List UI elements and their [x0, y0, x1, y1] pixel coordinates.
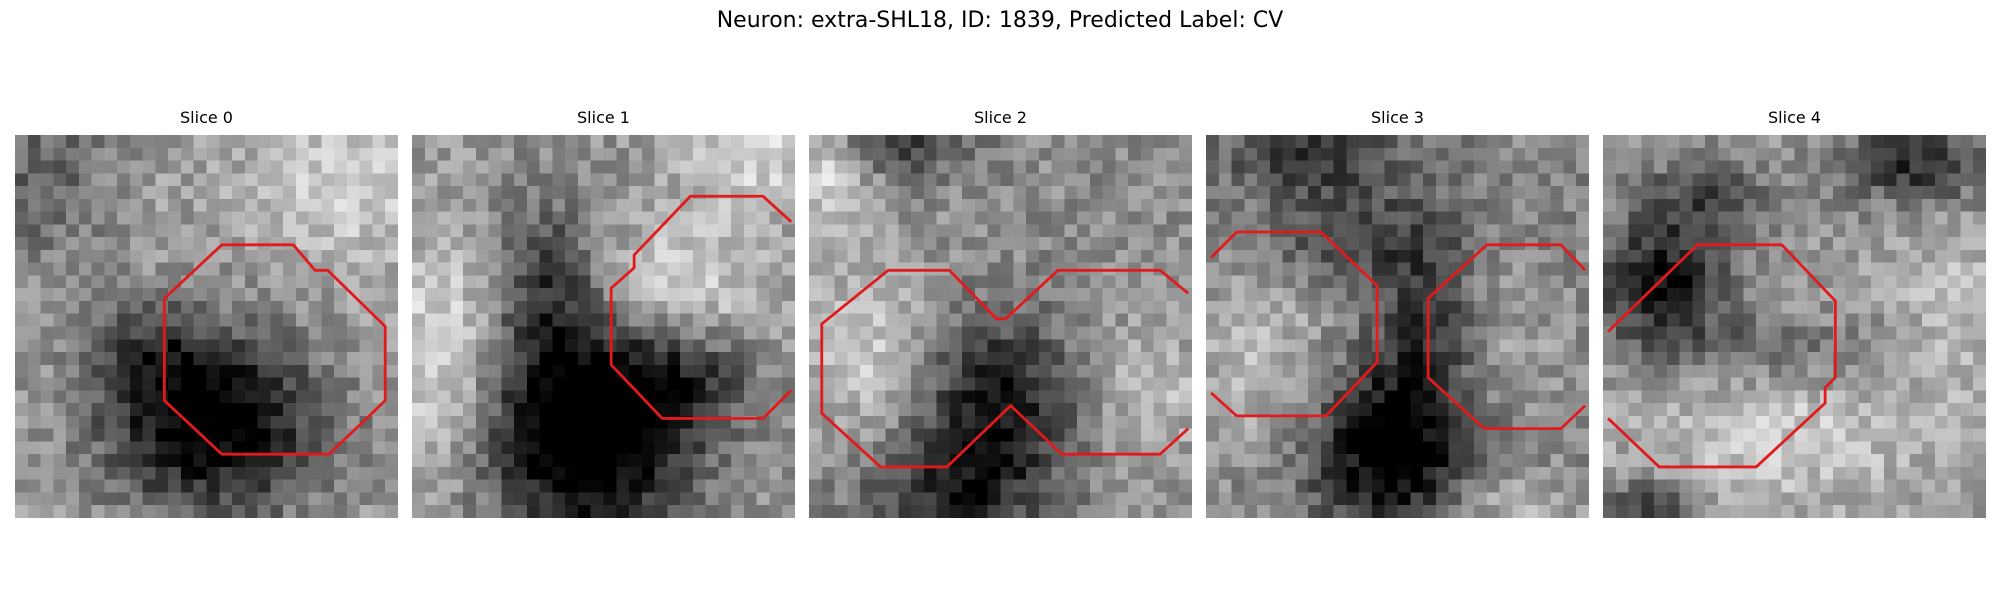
slice-image-3	[1206, 135, 1589, 518]
slice-title-4: Slice 4	[1768, 108, 1821, 127]
slice-title-1: Slice 1	[577, 108, 630, 127]
pixel-grid	[1206, 135, 1589, 518]
slice-panel-3: Slice 3	[1206, 108, 1589, 528]
slice-image-1	[412, 135, 795, 518]
segmentation-outline-0	[609, 194, 793, 420]
pixel-grid	[412, 135, 795, 518]
slice-title-3: Slice 3	[1371, 108, 1424, 127]
segmentation-outline-1	[1426, 243, 1587, 431]
pixel-grid	[1603, 135, 1986, 518]
figure-title: Neuron: extra-SHL18, ID: 1839, Predicted…	[716, 8, 1284, 33]
slice-panel-4: Slice 4	[1603, 108, 1986, 528]
slice-title-0: Slice 0	[180, 108, 233, 127]
pixel-grid	[809, 135, 1192, 518]
segmentation-outline-0	[820, 268, 1190, 469]
slice-image-4	[1603, 135, 1986, 518]
slice-image-2	[809, 135, 1192, 518]
pixel-grid	[15, 135, 398, 518]
segmentation-outline-0	[1210, 230, 1379, 418]
slice-title-2: Slice 2	[974, 108, 1027, 127]
slice-panel-2: Slice 2	[809, 108, 1192, 528]
segmentation-outline-0	[162, 243, 387, 456]
slice-image-0	[15, 135, 398, 518]
segmentation-outline-0	[1607, 243, 1837, 469]
slice-panel-0: Slice 0	[15, 108, 398, 528]
slice-panel-1: Slice 1	[412, 108, 795, 528]
